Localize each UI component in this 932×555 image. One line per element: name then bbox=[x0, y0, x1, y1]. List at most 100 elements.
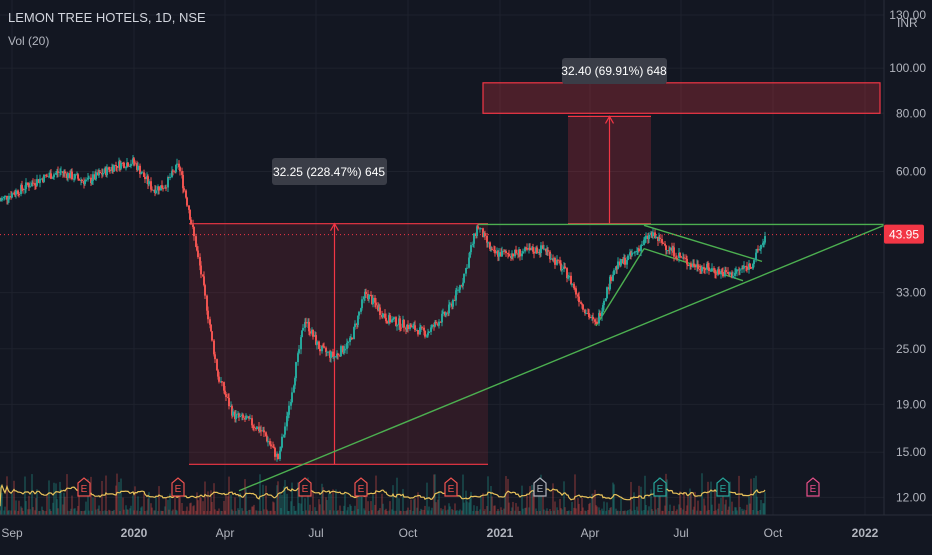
candle-body bbox=[400, 327, 402, 329]
volume-bar bbox=[529, 486, 531, 515]
volume-bar bbox=[185, 510, 187, 515]
candle-body bbox=[428, 331, 430, 333]
candle-body bbox=[32, 182, 34, 184]
last-price-label: 43.95 bbox=[889, 228, 919, 242]
volume-bar bbox=[651, 509, 653, 515]
volume-bar bbox=[269, 510, 271, 515]
candles[interactable] bbox=[0, 154, 766, 462]
candle-body bbox=[633, 252, 635, 254]
volume-bar bbox=[640, 486, 642, 515]
candle-body bbox=[34, 183, 36, 186]
candle-body bbox=[419, 327, 421, 335]
candle-body bbox=[463, 273, 465, 283]
volume-bar bbox=[603, 501, 605, 515]
volume-bar bbox=[668, 510, 670, 515]
candle-body bbox=[203, 276, 205, 286]
volume-bar bbox=[202, 501, 204, 515]
candle-body bbox=[92, 174, 94, 181]
measure-zones bbox=[189, 82, 881, 465]
candle-body bbox=[308, 321, 310, 332]
candle-body bbox=[269, 441, 271, 445]
symbol-title[interactable]: LEMON TREE HOTELS, 1D, NSE bbox=[8, 10, 206, 25]
candle-body bbox=[577, 294, 579, 297]
earnings-marker-7[interactable]: E bbox=[716, 477, 730, 497]
volume-bar bbox=[17, 510, 19, 515]
candle-body bbox=[120, 162, 122, 169]
time-axis[interactable]: Sep 2020 Apr Jul Oct 2021 Apr Jul Oct 2022 bbox=[1, 526, 878, 540]
volume-bar bbox=[225, 494, 227, 515]
volume-bar bbox=[525, 507, 527, 515]
volume-bar bbox=[626, 510, 628, 515]
candle-body bbox=[199, 257, 201, 266]
earnings-marker-1[interactable]: E bbox=[171, 477, 185, 497]
volume-bar bbox=[622, 510, 624, 515]
candle-body bbox=[658, 237, 660, 241]
volume-bar bbox=[564, 507, 566, 515]
candle-body bbox=[235, 413, 237, 420]
time-tick-9: 2022 bbox=[852, 526, 879, 540]
candle-body bbox=[644, 238, 646, 240]
volume-bar bbox=[146, 510, 148, 515]
earnings-marker-3[interactable]: E bbox=[354, 477, 368, 497]
volume-bar bbox=[692, 509, 694, 515]
volume-bar bbox=[169, 493, 171, 515]
volume-bar bbox=[104, 510, 106, 515]
volume-bar bbox=[134, 486, 136, 515]
candle-body bbox=[115, 165, 117, 167]
volume-bar bbox=[539, 511, 541, 515]
volume-bar bbox=[395, 510, 397, 515]
volume-bar bbox=[407, 507, 409, 515]
volume-bar bbox=[39, 510, 41, 515]
candle-body bbox=[13, 193, 15, 195]
trendline-2 bbox=[643, 224, 763, 263]
volume-bar bbox=[386, 510, 388, 515]
candle-body bbox=[554, 258, 556, 265]
volume-bar bbox=[160, 510, 162, 515]
volume-indicator-label[interactable]: Vol (20) bbox=[8, 34, 49, 48]
earnings-marker-8[interactable]: E bbox=[806, 477, 820, 497]
earnings-marker-0[interactable]: E bbox=[77, 477, 91, 497]
volume-bar bbox=[746, 504, 748, 515]
candle-body bbox=[659, 237, 661, 239]
candle-body bbox=[258, 426, 260, 432]
candle-body bbox=[645, 235, 647, 239]
earnings-marker-6[interactable]: E bbox=[653, 477, 667, 497]
earnings-marker-5[interactable]: E bbox=[533, 477, 547, 497]
candle-body bbox=[207, 310, 209, 320]
candle-body bbox=[465, 268, 467, 274]
candle-body bbox=[638, 248, 640, 252]
volume-bar bbox=[283, 486, 285, 515]
volume-bar bbox=[567, 510, 569, 515]
candle-body bbox=[703, 267, 705, 270]
measure-label-1: 32.25 (228.47%) 645 bbox=[272, 158, 387, 185]
volume-bar bbox=[503, 508, 505, 515]
volume-bar bbox=[596, 506, 598, 515]
candle-body bbox=[171, 170, 173, 177]
volume-bar bbox=[323, 510, 325, 515]
price-axis[interactable] bbox=[885, 0, 932, 515]
volume-bar bbox=[430, 510, 432, 515]
candle-body bbox=[113, 165, 115, 172]
volume-bar bbox=[489, 510, 491, 515]
volume-bar bbox=[556, 507, 558, 515]
volume-bar bbox=[291, 482, 293, 515]
volume-bar bbox=[87, 478, 89, 515]
earnings-marker-4[interactable]: E bbox=[444, 477, 458, 497]
trendlines[interactable] bbox=[0, 223, 885, 492]
volume-bar bbox=[361, 496, 363, 515]
candle-body bbox=[588, 313, 590, 318]
candle-body bbox=[430, 327, 432, 332]
volume-bar bbox=[405, 511, 407, 515]
volume-bar bbox=[321, 483, 323, 515]
volume-bar bbox=[199, 496, 201, 515]
candle-body bbox=[507, 253, 509, 255]
volume-bar bbox=[553, 510, 555, 515]
earnings-marker-2[interactable]: E bbox=[298, 477, 312, 497]
candle-body bbox=[736, 269, 738, 272]
volume-bar bbox=[101, 480, 103, 515]
candle-body bbox=[316, 341, 318, 345]
volume-bar bbox=[274, 510, 276, 515]
